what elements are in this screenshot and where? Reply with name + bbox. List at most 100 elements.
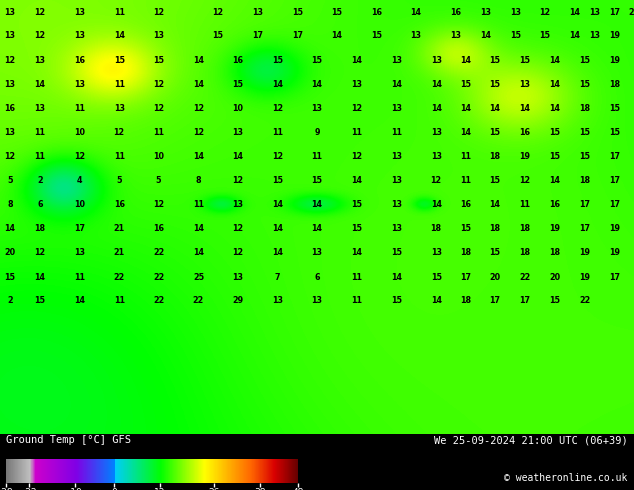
Text: 18: 18 — [579, 176, 590, 185]
Text: 20: 20 — [628, 8, 634, 17]
Text: 18: 18 — [430, 224, 442, 233]
Text: 15: 15 — [153, 56, 164, 65]
Text: 19: 19 — [579, 272, 590, 282]
Text: 15: 15 — [371, 31, 382, 41]
Text: 13: 13 — [311, 104, 323, 113]
Text: 13: 13 — [480, 8, 491, 17]
Text: 12: 12 — [193, 128, 204, 137]
Text: 16: 16 — [74, 56, 85, 65]
Text: 15: 15 — [549, 296, 560, 305]
Text: 14: 14 — [232, 152, 243, 161]
Text: 11: 11 — [460, 176, 471, 185]
Text: 17: 17 — [489, 296, 501, 305]
Text: 18: 18 — [460, 296, 471, 305]
Text: 13: 13 — [391, 104, 402, 113]
Text: 14: 14 — [391, 80, 402, 89]
Text: 11: 11 — [113, 80, 125, 89]
Text: 12: 12 — [113, 128, 125, 137]
Text: 15: 15 — [292, 8, 303, 17]
Text: 15: 15 — [391, 248, 402, 257]
Text: 13: 13 — [232, 128, 243, 137]
Text: 14: 14 — [4, 224, 16, 233]
Text: 11: 11 — [460, 152, 471, 161]
Text: 14: 14 — [311, 80, 323, 89]
Text: 13: 13 — [311, 248, 323, 257]
Text: 14: 14 — [272, 80, 283, 89]
Text: 15: 15 — [212, 31, 224, 41]
Text: 14: 14 — [34, 80, 46, 89]
Text: 14: 14 — [569, 31, 580, 41]
Text: 15: 15 — [579, 152, 590, 161]
Text: 14: 14 — [460, 104, 471, 113]
Text: 12: 12 — [153, 8, 164, 17]
Text: 14: 14 — [489, 104, 501, 113]
Text: 14: 14 — [311, 224, 323, 233]
Text: 15: 15 — [113, 56, 125, 65]
Text: 17: 17 — [609, 272, 620, 282]
Text: 11: 11 — [34, 128, 46, 137]
Text: 11: 11 — [351, 272, 363, 282]
Text: 18: 18 — [579, 104, 590, 113]
Text: 13: 13 — [391, 176, 402, 185]
Text: 15: 15 — [430, 272, 442, 282]
Text: 14: 14 — [113, 31, 125, 41]
Text: 11: 11 — [74, 104, 85, 113]
Text: 18: 18 — [489, 152, 501, 161]
Text: 14: 14 — [351, 176, 363, 185]
Text: 14: 14 — [460, 56, 471, 65]
Text: 2: 2 — [8, 296, 13, 305]
Text: 10: 10 — [74, 200, 85, 209]
Text: 18: 18 — [34, 224, 46, 233]
Text: 15: 15 — [539, 31, 550, 41]
Text: 14: 14 — [430, 200, 442, 209]
Text: 9: 9 — [314, 128, 320, 137]
Text: 15: 15 — [489, 128, 501, 137]
Text: 19: 19 — [609, 31, 620, 41]
Text: 12: 12 — [232, 176, 243, 185]
Text: 12: 12 — [272, 152, 283, 161]
Text: 15: 15 — [311, 176, 323, 185]
Text: 12: 12 — [351, 152, 363, 161]
Text: 8: 8 — [8, 200, 13, 209]
Text: 19: 19 — [579, 248, 590, 257]
Text: 14: 14 — [519, 104, 531, 113]
Text: 14: 14 — [430, 296, 442, 305]
Text: 12: 12 — [272, 104, 283, 113]
Text: 12: 12 — [519, 176, 531, 185]
Text: 15: 15 — [510, 31, 521, 41]
Text: 14: 14 — [460, 128, 471, 137]
Text: 13: 13 — [410, 31, 422, 41]
Text: 14: 14 — [193, 152, 204, 161]
Text: 13: 13 — [232, 200, 243, 209]
Text: 11: 11 — [272, 128, 283, 137]
Text: 12: 12 — [4, 152, 16, 161]
Text: 13: 13 — [4, 31, 16, 41]
Text: 12: 12 — [232, 248, 243, 257]
Text: 10: 10 — [74, 128, 85, 137]
Text: 13: 13 — [74, 31, 85, 41]
Text: 11: 11 — [391, 128, 402, 137]
Text: 14: 14 — [391, 272, 402, 282]
Text: 14: 14 — [549, 104, 560, 113]
Text: 15: 15 — [272, 176, 283, 185]
Text: 19: 19 — [519, 152, 531, 161]
Text: 12: 12 — [430, 176, 442, 185]
Text: 14: 14 — [272, 224, 283, 233]
Text: 22: 22 — [519, 272, 531, 282]
Text: 14: 14 — [569, 8, 580, 17]
Text: 15: 15 — [549, 128, 560, 137]
Text: 16: 16 — [153, 224, 164, 233]
Text: 13: 13 — [391, 224, 402, 233]
Text: 13: 13 — [450, 31, 462, 41]
Text: 13: 13 — [391, 152, 402, 161]
Text: 14: 14 — [272, 200, 283, 209]
Text: 19: 19 — [609, 56, 620, 65]
Text: 11: 11 — [351, 296, 363, 305]
Text: 14: 14 — [480, 31, 491, 41]
Text: 14: 14 — [34, 272, 46, 282]
Text: 13: 13 — [519, 80, 531, 89]
Text: 18: 18 — [519, 224, 531, 233]
Text: 13: 13 — [4, 128, 16, 137]
Text: 16: 16 — [450, 8, 462, 17]
Text: 12: 12 — [153, 104, 164, 113]
